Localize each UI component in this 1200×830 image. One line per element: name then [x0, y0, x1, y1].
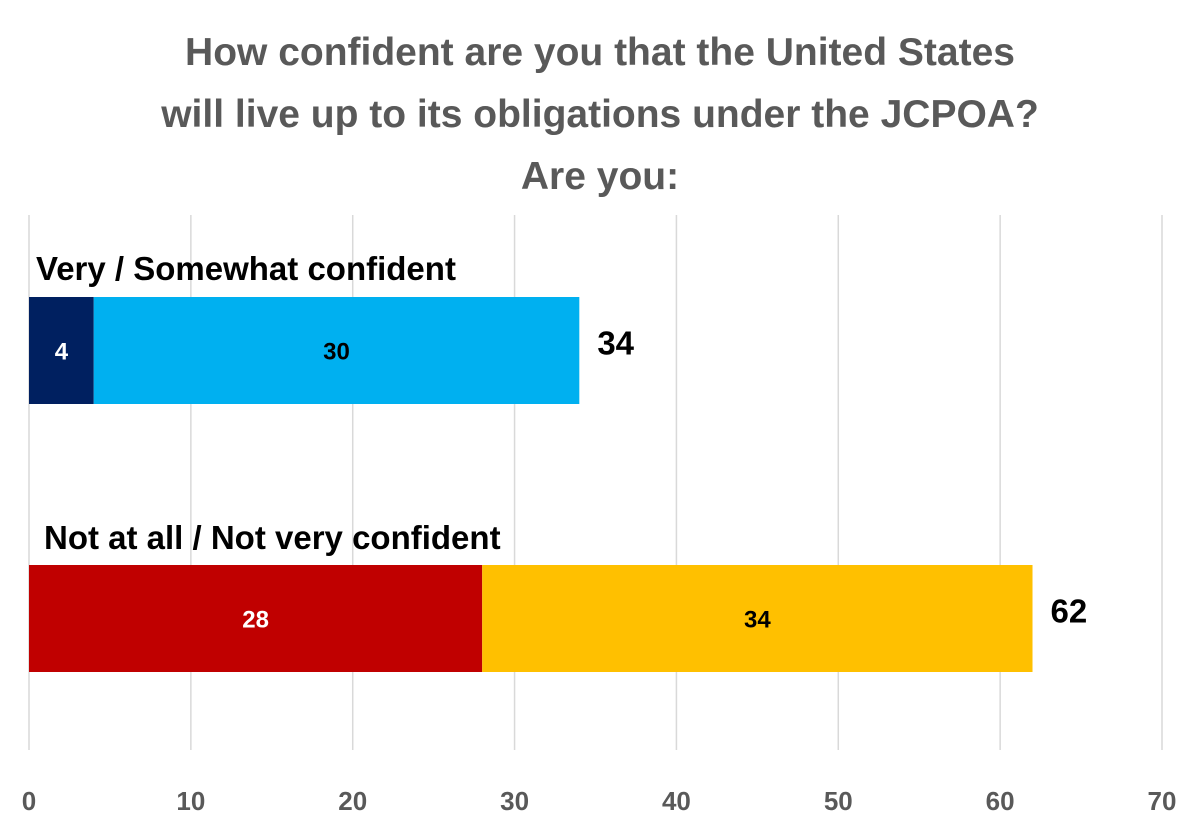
x-tick-label-0: 0: [22, 786, 36, 816]
x-tick-label-60: 60: [986, 786, 1015, 816]
bars: [29, 297, 1033, 672]
bar-1-segment-1-label: 4: [55, 339, 69, 366]
bar-2-total-label: 62: [1051, 593, 1088, 630]
x-tick-label-10: 10: [176, 786, 205, 816]
x-tick-label-40: 40: [662, 786, 691, 816]
chart-title-line-1: How confident are you that the United St…: [185, 31, 1015, 74]
bar-1-segment-2: [93, 297, 580, 404]
chart-title-line-3: Are you:: [520, 155, 680, 198]
labels: Very / Somewhat confident 4 30 34 Not at all…: [36, 250, 1087, 634]
x-tick-label-20: 20: [338, 786, 367, 816]
bar-2-segment-2: [482, 565, 1033, 672]
chart-title-line-2: will live up to its obligations under th…: [161, 93, 1039, 136]
bar-1-total-label: 34: [597, 325, 634, 362]
category-label-2: Not at all / Not very confident: [44, 519, 501, 556]
x-tick-label-30: 30: [500, 786, 529, 816]
x-tick-label-70: 70: [1148, 786, 1177, 816]
x-axis-ticks: 0 10 20 30 40 50 60 70: [22, 786, 1177, 816]
bar-2-segment-1-label: 28: [242, 607, 269, 634]
bar-1-segment-1: [29, 297, 94, 404]
category-label-1: Very / Somewhat confident: [36, 250, 456, 287]
x-tick-label-50: 50: [824, 786, 853, 816]
bar-2-segment-1: [29, 565, 483, 672]
bar-2-segment-2-label: 34: [744, 607, 771, 634]
chart-title: How confident are you that the United St…: [0, 22, 1200, 208]
bar-1-segment-2-label: 30: [323, 339, 350, 366]
